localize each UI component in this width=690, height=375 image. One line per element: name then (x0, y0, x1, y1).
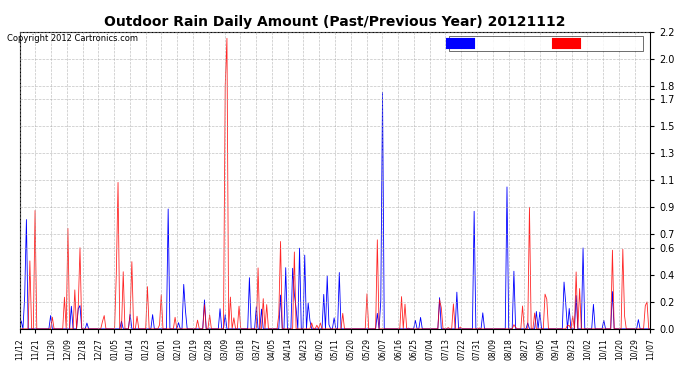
Legend: Previous (Inches), Past (Inches): Previous (Inches), Past (Inches) (448, 36, 643, 51)
Title: Outdoor Rain Daily Amount (Past/Previous Year) 20121112: Outdoor Rain Daily Amount (Past/Previous… (104, 15, 566, 29)
Text: Copyright 2012 Cartronics.com: Copyright 2012 Cartronics.com (7, 34, 138, 43)
